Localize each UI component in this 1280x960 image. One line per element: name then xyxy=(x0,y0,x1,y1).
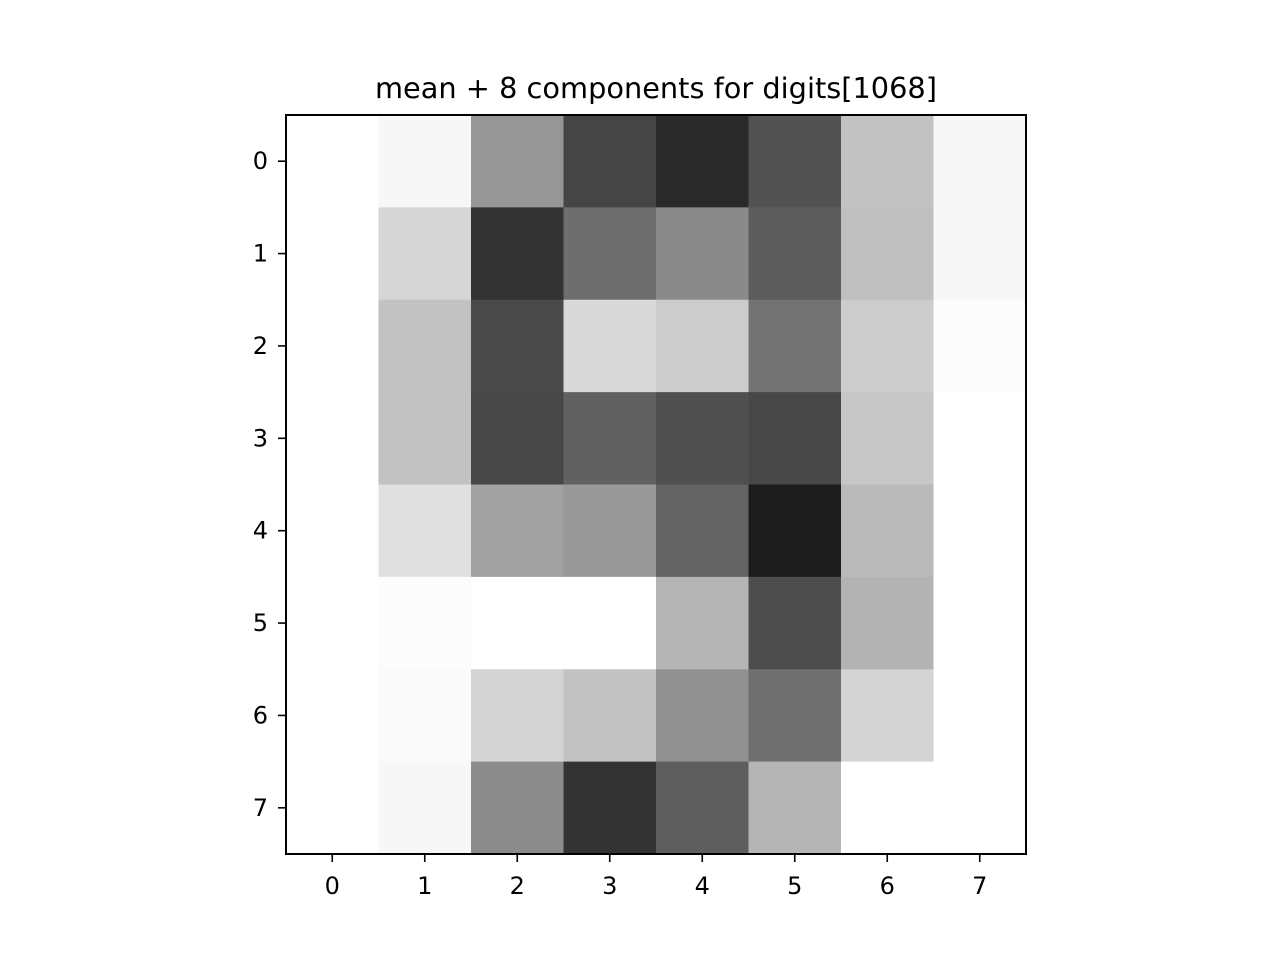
x-tick-label-0: 0 xyxy=(325,872,340,900)
heatmap-cell-r7-c7 xyxy=(933,761,1027,855)
heatmap-cell-r2-c4 xyxy=(656,299,750,393)
x-tick-label-2: 2 xyxy=(510,872,525,900)
heatmap-cell-r7-c4 xyxy=(656,761,750,855)
heatmap-cell-r5-c3 xyxy=(563,576,657,670)
heatmap-cell-r6-c2 xyxy=(471,669,565,763)
y-tick-label-6: 6 xyxy=(253,701,268,729)
heatmap-cell-r0-c5 xyxy=(748,115,842,208)
heatmap-cell-r7-c5 xyxy=(748,761,842,855)
x-tick-label-4: 4 xyxy=(695,872,710,900)
chart-title: mean + 8 components for digits[1068] xyxy=(375,71,937,105)
heatmap-cell-r5-c5 xyxy=(748,576,842,670)
heatmap-cell-r4-c3 xyxy=(563,484,657,578)
heatmap-cell-r2-c7 xyxy=(933,299,1027,393)
heatmap-cell-r7-c0 xyxy=(286,761,380,855)
heatmap-cell-r4-c7 xyxy=(933,484,1027,578)
heatmap-cell-r6-c7 xyxy=(933,669,1027,763)
plot-frame xyxy=(285,114,1027,855)
heatmap-cell-r3-c4 xyxy=(656,392,750,486)
x-tick-label-3: 3 xyxy=(602,872,617,900)
heatmap-cell-r5-c4 xyxy=(656,576,750,670)
heatmap-cell-r2-c6 xyxy=(841,299,935,393)
heatmap-cell-r1-c5 xyxy=(748,207,842,301)
heatmap-cell-r5-c7 xyxy=(933,576,1027,670)
heatmap-cell-r2-c1 xyxy=(378,299,472,393)
heatmap-cell-r1-c7 xyxy=(933,207,1027,301)
x-tick-label-1: 1 xyxy=(417,872,432,900)
heatmap-cell-r4-c0 xyxy=(286,484,380,578)
heatmap-cell-r2-c3 xyxy=(563,299,657,393)
heatmap-cell-r4-c4 xyxy=(656,484,750,578)
heatmap-cell-r1-c0 xyxy=(286,207,380,301)
heatmap-cell-r4-c2 xyxy=(471,484,565,578)
heatmap-cell-r1-c6 xyxy=(841,207,935,301)
heatmap-cell-r6-c5 xyxy=(748,669,842,763)
heatmap-cell-r2-c5 xyxy=(748,299,842,393)
x-axis: 0 1 2 3 4 5 6 7 xyxy=(325,854,987,900)
heatmap-cell-r0-c0 xyxy=(286,115,380,208)
heatmap-cell-r3-c5 xyxy=(748,392,842,486)
y-tick-label-1: 1 xyxy=(253,240,268,268)
heatmap-cell-r4-c1 xyxy=(378,484,472,578)
heatmap-cell-r6-c0 xyxy=(286,669,380,763)
heatmap-cell-r0-c4 xyxy=(656,115,750,208)
heatmap-cell-r1-c2 xyxy=(471,207,565,301)
heatmap-cell-r2-c2 xyxy=(471,299,565,393)
heatmap-cell-r3-c1 xyxy=(378,392,472,486)
heatmap-cell-r1-c3 xyxy=(563,207,657,301)
x-tick-label-6: 6 xyxy=(880,872,895,900)
heatmap-cell-r7-c1 xyxy=(378,761,472,855)
y-tick-label-7: 7 xyxy=(253,794,268,822)
heatmap-cells xyxy=(286,115,1027,855)
x-tick-label-5: 5 xyxy=(787,872,802,900)
heatmap-cell-r4-c5 xyxy=(748,484,842,578)
heatmap-cell-r5-c2 xyxy=(471,576,565,670)
heatmap-cell-r6-c6 xyxy=(841,669,935,763)
heatmap-cell-r1-c4 xyxy=(656,207,750,301)
y-tick-label-0: 0 xyxy=(253,147,268,175)
heatmap-cell-r3-c6 xyxy=(841,392,935,486)
y-tick-label-5: 5 xyxy=(253,609,268,637)
heatmap-cell-r0-c6 xyxy=(841,115,935,208)
heatmap-cell-r4-c6 xyxy=(841,484,935,578)
heatmap-cell-r3-c0 xyxy=(286,392,380,486)
heatmap-cell-r0-c2 xyxy=(471,115,565,208)
heatmap-cell-r6-c4 xyxy=(656,669,750,763)
heatmap-cell-r0-c3 xyxy=(563,115,657,208)
heatmap-cell-r7-c6 xyxy=(841,761,935,855)
heatmap-cell-r5-c1 xyxy=(378,576,472,670)
heatmap-cell-r3-c7 xyxy=(933,392,1027,486)
heatmap-cell-r1-c1 xyxy=(378,207,472,301)
heatmap-cell-r2-c0 xyxy=(286,299,380,393)
heatmap-cell-r0-c1 xyxy=(378,115,472,208)
heatmap-cell-r5-c6 xyxy=(841,576,935,670)
y-tick-label-3: 3 xyxy=(253,424,268,452)
heatmap-cell-r5-c0 xyxy=(286,576,380,670)
y-tick-label-4: 4 xyxy=(253,517,268,545)
y-axis: 0 1 2 3 4 5 6 7 xyxy=(253,147,286,822)
heatmap-cell-r3-c3 xyxy=(563,392,657,486)
heatmap-cell-r0-c7 xyxy=(933,115,1027,208)
y-tick-label-2: 2 xyxy=(253,332,268,360)
heatmap-cell-r6-c1 xyxy=(378,669,472,763)
heatmap-cell-r7-c2 xyxy=(471,761,565,855)
heatmap-cell-r7-c3 xyxy=(563,761,657,855)
heatmap-cell-r3-c2 xyxy=(471,392,565,486)
x-tick-label-7: 7 xyxy=(972,872,987,900)
heatmap-cell-r6-c3 xyxy=(563,669,657,763)
